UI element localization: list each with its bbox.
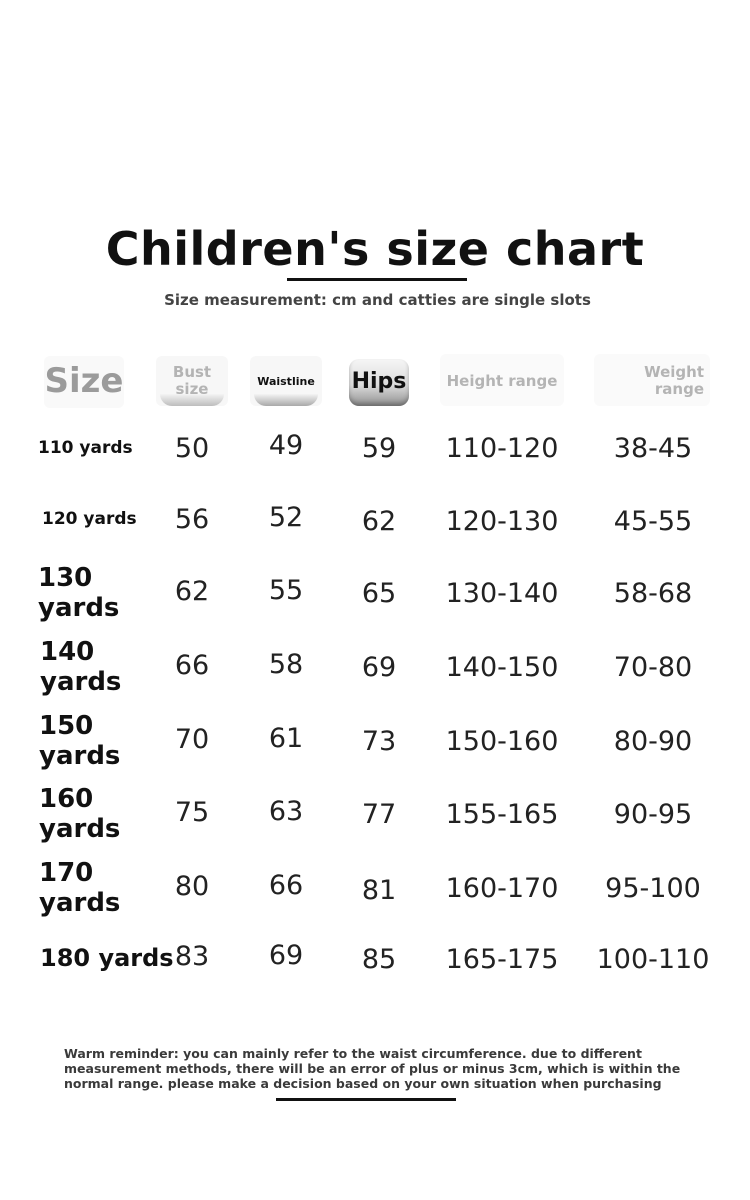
- hips-cell: 65: [361, 577, 397, 609]
- column-header-bust-line1: Bust: [172, 363, 212, 381]
- waist-cell: 66: [268, 869, 304, 901]
- weight-cell: 80-90: [613, 725, 693, 757]
- column-header-hips-label: Hips: [351, 368, 407, 394]
- title-underline: [287, 278, 467, 281]
- height-header-background: [440, 354, 564, 406]
- height-cell: 130-140: [445, 577, 559, 609]
- hips-cell: 69: [361, 651, 397, 683]
- waist-cell: 61: [268, 722, 304, 754]
- bust-cell: 75: [174, 796, 210, 828]
- height-cell: 165-175: [445, 943, 559, 975]
- weight-cell: 45-55: [613, 505, 693, 537]
- column-header-bust-line2: size: [175, 380, 209, 398]
- waist-cell: 69: [268, 939, 304, 971]
- weight-cell: 90-95: [613, 798, 693, 830]
- hips-cell: 73: [361, 725, 397, 757]
- size-cell: 110 yards: [38, 438, 133, 458]
- bust-cell: 70: [174, 723, 210, 755]
- column-header-waist-label: Waistline: [257, 374, 315, 388]
- reminder-line: measurement methods, there will be an er…: [64, 1061, 681, 1076]
- table-row: 120 yards 56 52 62 120-130 45-55: [0, 495, 750, 543]
- waist-cell: 55: [268, 574, 304, 606]
- column-header-weight-line2: range: [654, 380, 704, 398]
- column-header-height-label: Height range: [446, 372, 558, 390]
- table-row: 180 yards 83 69 85 165-175 100-110: [0, 934, 750, 982]
- waist-cell: 63: [268, 795, 304, 827]
- table-row: 160 yards 75 63 77 155-165 90-95: [0, 784, 750, 844]
- height-cell: 150-160: [445, 725, 559, 757]
- weight-cell: 58-68: [613, 577, 693, 609]
- size-cell: 160 yards: [39, 784, 121, 844]
- bust-cell: 80: [174, 870, 210, 902]
- size-cell: 180 yards: [40, 944, 174, 972]
- height-cell: 110-120: [445, 432, 559, 464]
- table-row: 110 yards 50 49 59 110-120 38-45: [0, 424, 750, 472]
- column-header-waist: Waistline: [250, 352, 322, 410]
- hips-cell: 59: [361, 432, 397, 464]
- height-cell: 155-165: [445, 798, 559, 830]
- size-cell: 120 yards: [42, 509, 137, 529]
- hips-header-plate: [349, 359, 409, 406]
- column-header-hips: Hips: [346, 352, 412, 410]
- column-header-height: Height range: [440, 352, 564, 410]
- bust-cell: 83: [174, 940, 210, 972]
- weight-cell: 70-80: [613, 651, 693, 683]
- hips-cell: 62: [361, 505, 397, 537]
- bust-cell: 62: [174, 575, 210, 607]
- column-header-size-label: Size: [44, 361, 124, 401]
- hips-cell: 81: [361, 874, 397, 906]
- bust-cell: 56: [174, 503, 210, 535]
- reminder-line: normal range. please make a decision bas…: [64, 1076, 662, 1091]
- column-header-weight: Weight range: [594, 352, 710, 410]
- column-header-bust: Bust size: [158, 352, 226, 410]
- size-cell: 140 yards: [40, 637, 122, 697]
- table-row: 150 yards 70 61 73 150-160 80-90: [0, 711, 750, 771]
- waist-cell: 52: [268, 501, 304, 533]
- size-cell: 130 yards: [38, 563, 120, 623]
- size-cell: 150 yards: [39, 711, 121, 771]
- bust-cell: 66: [174, 649, 210, 681]
- height-cell: 120-130: [445, 505, 559, 537]
- table-row: 130 yards 62 55 65 130-140 58-68: [0, 563, 750, 623]
- warm-reminder: Warm reminder: you can mainly refer to t…: [64, 1046, 694, 1091]
- bust-cell: 50: [174, 432, 210, 464]
- reminder-line: Warm reminder: you can mainly refer to t…: [64, 1046, 642, 1061]
- waist-header-plate: [254, 394, 318, 406]
- waist-cell: 49: [268, 429, 304, 461]
- column-header-weight-line1: Weight: [644, 363, 704, 381]
- size-cell: 170 yards: [39, 858, 121, 918]
- weight-cell: 38-45: [613, 432, 693, 464]
- weight-header-background: [594, 354, 710, 406]
- table-row: 140 yards 66 58 69 140-150 70-80: [0, 637, 750, 697]
- table-row: 170 yards 80 66 81 160-170 95-100: [0, 858, 750, 918]
- page-title: Children's size chart: [105, 222, 645, 276]
- page-subtitle: Size measurement: cm and catties are sin…: [164, 291, 591, 309]
- reminder-underline: [276, 1098, 456, 1101]
- column-header-size: Size: [40, 352, 128, 410]
- height-cell: 160-170: [445, 872, 559, 904]
- height-cell: 140-150: [445, 651, 559, 683]
- bust-header-plate: [160, 394, 224, 406]
- hips-cell: 85: [361, 943, 397, 975]
- hips-cell: 77: [361, 798, 397, 830]
- weight-cell: 100-110: [596, 943, 710, 975]
- weight-cell: 95-100: [605, 872, 701, 904]
- size-header-background: [44, 356, 124, 408]
- waist-cell: 58: [268, 648, 304, 680]
